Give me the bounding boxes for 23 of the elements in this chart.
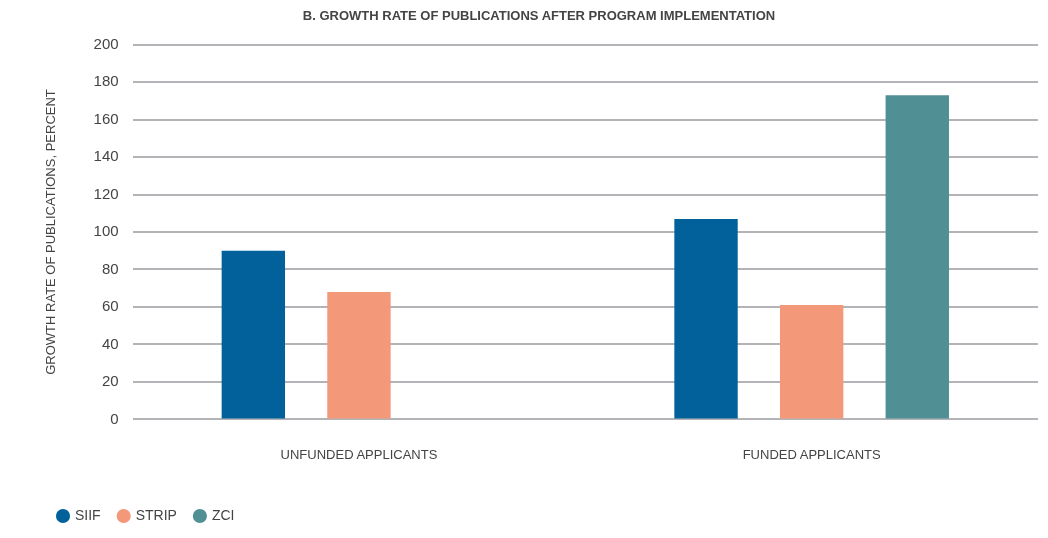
y-tick-label: 80 (101, 259, 119, 277)
y-tick-label: 0 (110, 409, 119, 427)
y-tick-label: 180 (93, 72, 119, 90)
y-tick-label: 40 (101, 334, 119, 352)
legend-label: STRIP (135, 506, 177, 523)
y-tick-label: 60 (101, 297, 119, 315)
bar (221, 250, 286, 419)
bar (327, 291, 391, 419)
y-axis-title: GROWTH RATE OF PUBLICATIONS, PERCENT (43, 89, 59, 375)
bar (885, 95, 949, 419)
y-tick-label: 160 (93, 109, 119, 127)
y-tick-label: 140 (93, 147, 119, 165)
bar (674, 218, 738, 419)
y-tick-label: 120 (93, 184, 119, 202)
x-tick-label: FUNDED APPLICANTS (742, 446, 881, 462)
x-tick-label: UNFUNDED APPLICANTS (280, 446, 438, 462)
legend-label: ZCI (211, 506, 235, 523)
y-tick-label: 20 (101, 372, 119, 390)
bar (779, 305, 844, 419)
y-tick-label: 100 (93, 222, 119, 240)
legend-label: SIIF (75, 506, 101, 523)
chart-title: B. GROWTH RATE OF PUBLICATIONS AFTER PROGRAM IMPLEMENTATION (302, 8, 776, 24)
y-tick-label: 200 (93, 34, 119, 52)
